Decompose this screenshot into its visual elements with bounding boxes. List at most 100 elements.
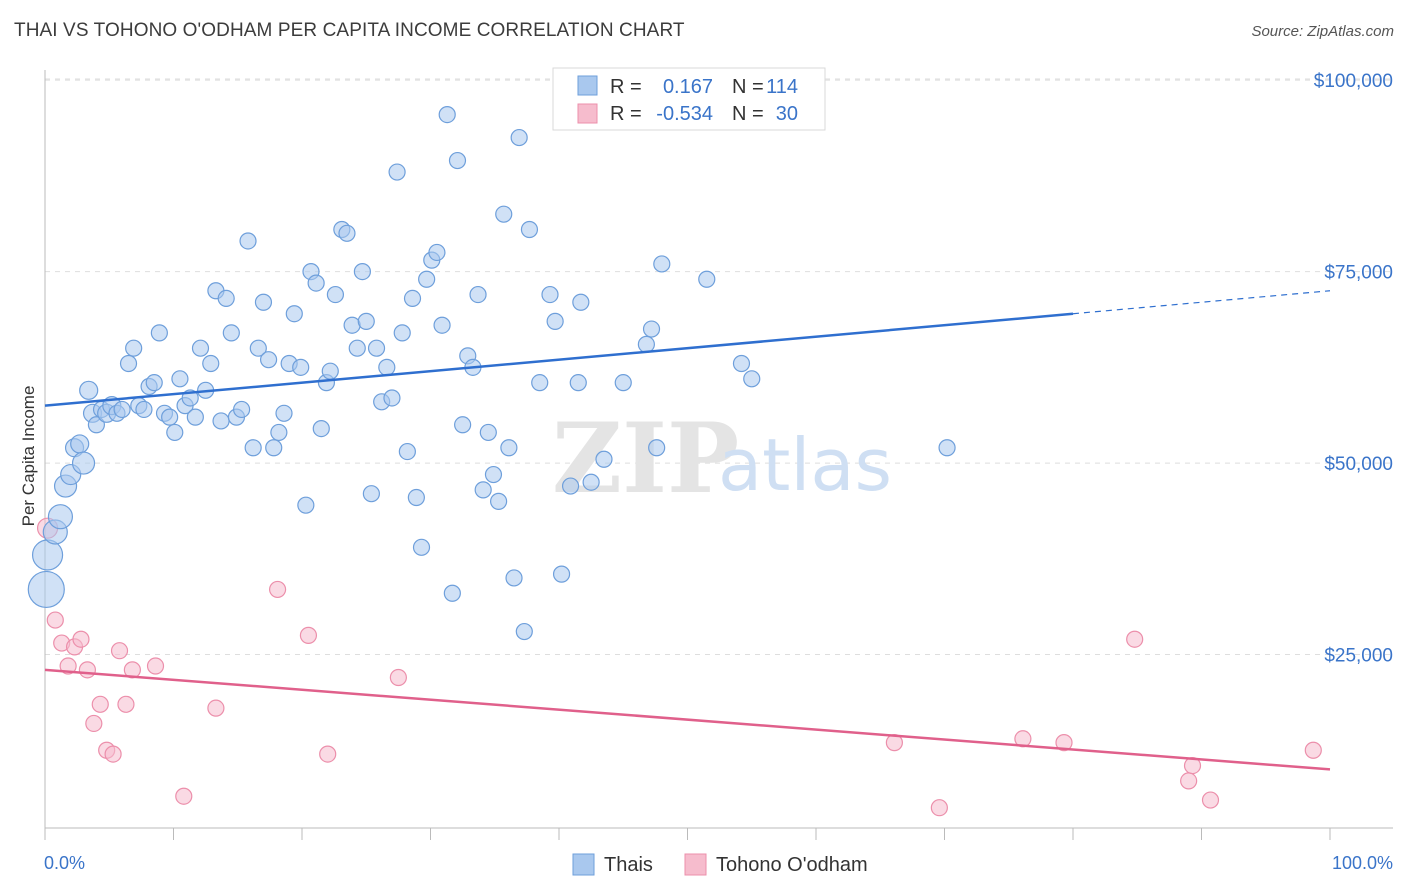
- tohono-point-24: [1055, 734, 1073, 752]
- thais-point-0: [27, 570, 65, 609]
- thais-point-44: [259, 351, 278, 369]
- bottom-legend-thais: Thais: [604, 854, 653, 876]
- thais-point-93: [510, 128, 528, 147]
- thais-point-75: [418, 270, 436, 288]
- legend-swatch-tohono: [577, 103, 598, 124]
- chart-title: THAI VS TOHONO O'ODHAM PER CAPITA INCOME…: [14, 20, 685, 41]
- thais-point-40: [239, 232, 257, 250]
- thais-point-22: [145, 374, 163, 392]
- thais-point-54: [312, 420, 330, 438]
- source-credit: Source: ZipAtlas.com: [1251, 23, 1394, 40]
- tohono-point-29: [1304, 741, 1322, 759]
- thais-point-102: [572, 293, 590, 311]
- thais-point-47: [275, 404, 293, 422]
- thais-point-79: [438, 106, 456, 124]
- thais-point-57: [326, 285, 345, 304]
- legend-box: [552, 67, 826, 131]
- thais-point-92: [505, 569, 523, 587]
- thais-point-25: [161, 408, 179, 426]
- thais-point-23: [150, 324, 168, 342]
- watermark: ZIP atlas: [552, 402, 892, 515]
- tohono-point-17: [268, 580, 287, 599]
- thais-point-86: [474, 481, 492, 499]
- thais-point-30: [186, 408, 204, 426]
- bottom-legend-tohono: Tohono O'odham: [716, 854, 868, 876]
- thais-point-100: [561, 477, 580, 495]
- thais-point-3: [47, 504, 74, 530]
- thais-point-8: [71, 451, 96, 475]
- thais-series: [27, 106, 956, 641]
- legend: R = 0.167 N = 114 R = -0.534 N = 30: [552, 67, 826, 131]
- trend-lines: [44, 290, 1331, 771]
- thais-point-36: [217, 289, 235, 308]
- legend-r-value-2: -0.534: [656, 103, 713, 125]
- thais-trend-line: [44, 312, 1074, 407]
- y-axis-title: Per Capita Income: [19, 386, 38, 527]
- thais-point-65: [367, 339, 386, 357]
- tohono-point-18: [299, 626, 318, 644]
- thais-point-45: [265, 439, 283, 457]
- thais-point-82: [454, 416, 472, 434]
- thais-point-43: [254, 293, 273, 311]
- thais-trend-line-extension: [1072, 290, 1331, 315]
- thais-point-61: [348, 339, 366, 357]
- tohono-point-28: [1201, 791, 1220, 809]
- tohono-point-1: [46, 611, 64, 629]
- thais-point-46: [270, 423, 288, 442]
- y-tick-label-100000: $100,000: [1314, 71, 1393, 92]
- thais-point-74: [412, 538, 431, 556]
- thais-point-39: [233, 400, 251, 419]
- watermark-atlas: atlas: [718, 423, 892, 507]
- thais-point-89: [490, 492, 508, 510]
- thais-point-59: [338, 224, 356, 242]
- thais-point-27: [171, 370, 189, 388]
- legend-n-label-2: N =: [732, 103, 764, 125]
- thais-point-87: [479, 423, 497, 442]
- thais-point-104: [595, 450, 613, 468]
- thais-point-64: [362, 485, 380, 503]
- bottom-legend-swatch-thais: [572, 853, 595, 876]
- tohono-point-25: [1126, 630, 1144, 648]
- tohono-point-15: [175, 787, 193, 805]
- legend-n-value-1: 114: [766, 76, 798, 98]
- y-tick-label-50000: $50,000: [1324, 454, 1393, 475]
- tohono-point-10: [104, 745, 122, 763]
- tohono-point-16: [207, 699, 225, 717]
- watermark-zip: ZIP: [552, 402, 739, 515]
- thais-point-42: [249, 339, 267, 357]
- thais-point-18: [125, 339, 143, 357]
- bottom-legend-swatch-tohono: [684, 853, 707, 876]
- tohono-point-26: [1180, 772, 1198, 790]
- y-tick-label-75000: $75,000: [1324, 263, 1393, 284]
- thais-point-11: [87, 416, 106, 434]
- thais-point-99: [552, 565, 571, 583]
- tohono-series: [36, 517, 1322, 817]
- thais-point-62: [353, 263, 371, 281]
- thais-point-60: [343, 316, 361, 334]
- thais-point-20: [135, 400, 153, 419]
- tohono-point-12: [117, 695, 135, 713]
- x-tick-label-min: 0.0%: [44, 853, 85, 873]
- thais-point-85: [469, 285, 487, 304]
- thais-point-53: [307, 274, 325, 292]
- thais-point-63: [357, 312, 375, 330]
- tohono-point-3: [59, 657, 77, 675]
- legend-swatch-thais: [577, 75, 598, 96]
- thais-point-7: [70, 434, 90, 454]
- tohono-point-22: [930, 799, 948, 817]
- legend-r-value-1: 0.167: [663, 76, 713, 98]
- x-axis-ticks: [44, 828, 1331, 840]
- thais-point-109: [653, 255, 671, 273]
- thais-point-17: [119, 354, 138, 373]
- thais-point-16: [113, 400, 131, 419]
- thais-point-37: [222, 324, 240, 342]
- thais-point-56: [321, 362, 339, 380]
- thais-point-105: [614, 374, 632, 392]
- tohono-trend-line: [44, 668, 1331, 771]
- thais-point-51: [297, 496, 315, 514]
- thais-point-77: [428, 243, 446, 262]
- tohono-point-6: [78, 661, 97, 679]
- thais-point-9: [79, 380, 99, 400]
- thais-point-98: [546, 312, 564, 330]
